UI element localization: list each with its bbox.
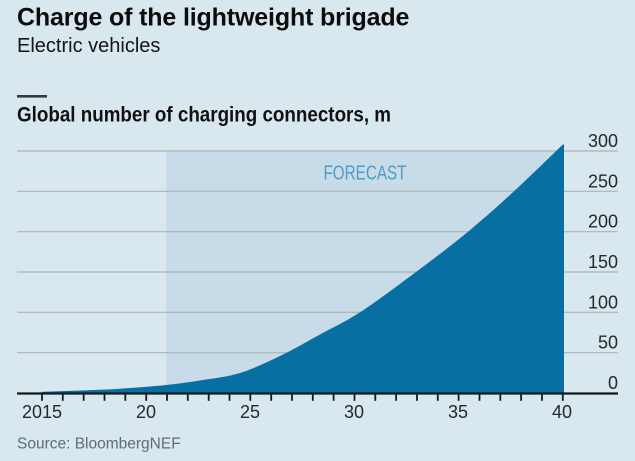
svg-text:0: 0 <box>608 373 618 393</box>
svg-text:FORECAST: FORECAST <box>324 162 407 185</box>
svg-text:100: 100 <box>588 292 618 312</box>
svg-text:2015: 2015 <box>22 402 62 422</box>
svg-text:30: 30 <box>344 402 364 422</box>
svg-text:300: 300 <box>588 131 618 151</box>
svg-text:150: 150 <box>588 252 618 272</box>
svg-text:250: 250 <box>588 171 618 191</box>
svg-text:200: 200 <box>588 212 618 232</box>
svg-text:25: 25 <box>240 402 260 422</box>
svg-text:Source: BloombergNEF: Source: BloombergNEF <box>17 436 181 453</box>
svg-text:20: 20 <box>136 402 156 422</box>
svg-text:Global number of charging conn: Global number of charging connectors, m <box>17 102 391 126</box>
svg-text:Charge of the lightweight brig: Charge of the lightweight brigade <box>17 4 410 32</box>
svg-text:35: 35 <box>448 402 468 422</box>
svg-text:40: 40 <box>552 402 572 422</box>
svg-text:Electric vehicles: Electric vehicles <box>17 35 160 57</box>
svg-text:50: 50 <box>598 333 618 353</box>
